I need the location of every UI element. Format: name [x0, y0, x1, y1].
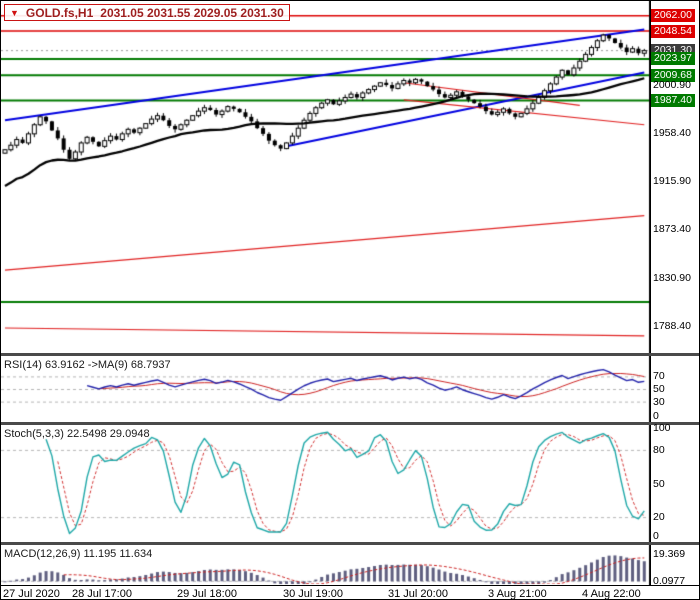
rsi-scale-label: 0: [653, 410, 659, 422]
macd-scale-label: 0.0977: [653, 574, 686, 587]
time-axis-label: 31 Jul 20:00: [388, 588, 448, 600]
time-axis-label: 30 Jul 19:00: [283, 588, 343, 600]
time-axis-label: 28 Jul 17:00: [72, 588, 132, 600]
stoch-scale-label: 0: [653, 530, 659, 542]
chart-title: ▼ GOLD.fs,H1 2031.05 2031.55 2029.05 203…: [4, 4, 290, 21]
stoch-indicator-header: Stoch(5,3,3) 22.5498 29.0948: [4, 428, 150, 440]
time-axis[interactable]: [1, 585, 699, 599]
rsi-ma-label: ->MA(9) 68.7937: [87, 359, 171, 371]
stoch-scale-label: 20: [653, 511, 665, 524]
price-tick-label: 2000.90: [653, 78, 691, 91]
time-axis-label: 4 Aug 22:00: [582, 588, 641, 600]
time-axis-label: 3 Aug 21:00: [488, 588, 547, 600]
macd-label: MACD(12,26,9) 11.195 11.634: [4, 548, 153, 560]
price-tick-label: 1915.90: [653, 175, 691, 188]
price-level-badge: 2048.54: [651, 24, 695, 38]
stoch-scale-label: 50: [653, 477, 665, 490]
panel-separator[interactable]: [1, 353, 699, 356]
ohlc-readout: 2031.05 2031.55 2029.05 2031.30: [100, 5, 284, 20]
price-tick-label: 1830.90: [653, 271, 691, 284]
price-level-badge: 2062.00: [651, 9, 695, 23]
stoch-scale-label: 100: [653, 421, 671, 434]
rsi-scale-label: 50: [653, 383, 665, 395]
rsi-scale-label: 30: [653, 395, 665, 408]
rsi-indicator-header: RSI(14) 63.9162 ->MA(9) 68.7937: [4, 359, 171, 371]
price-level-badge: 2023.97: [651, 52, 695, 66]
time-axis-label: 27 Jul 2020: [3, 588, 60, 600]
time-axis-label: 29 Jul 18:00: [177, 588, 237, 600]
panel-separator[interactable]: [1, 422, 699, 425]
price-tick-label: 1788.40: [653, 319, 691, 332]
stoch-label: Stoch(5,3,3) 22.5498 29.0948: [4, 428, 150, 440]
dropdown-arrow-icon[interactable]: ▼: [10, 7, 19, 18]
rsi-label: RSI(14) 63.9162: [4, 359, 85, 371]
rsi-scale-label: 70: [653, 370, 665, 383]
symbol-period-label: GOLD.fs,H1: [25, 5, 94, 20]
price-level-badge: 2009.68: [651, 68, 695, 82]
macd-scale-label: 19.369: [653, 548, 686, 560]
panel-separator[interactable]: [1, 542, 699, 545]
price-level-badge: 1987.40: [651, 93, 695, 107]
price-tick-label: 1873.40: [653, 223, 691, 236]
price-tick-label: 1958.40: [653, 126, 691, 139]
stoch-scale-label: 80: [653, 443, 665, 456]
macd-indicator-header: MACD(12,26,9) 11.195 11.634: [4, 548, 152, 560]
